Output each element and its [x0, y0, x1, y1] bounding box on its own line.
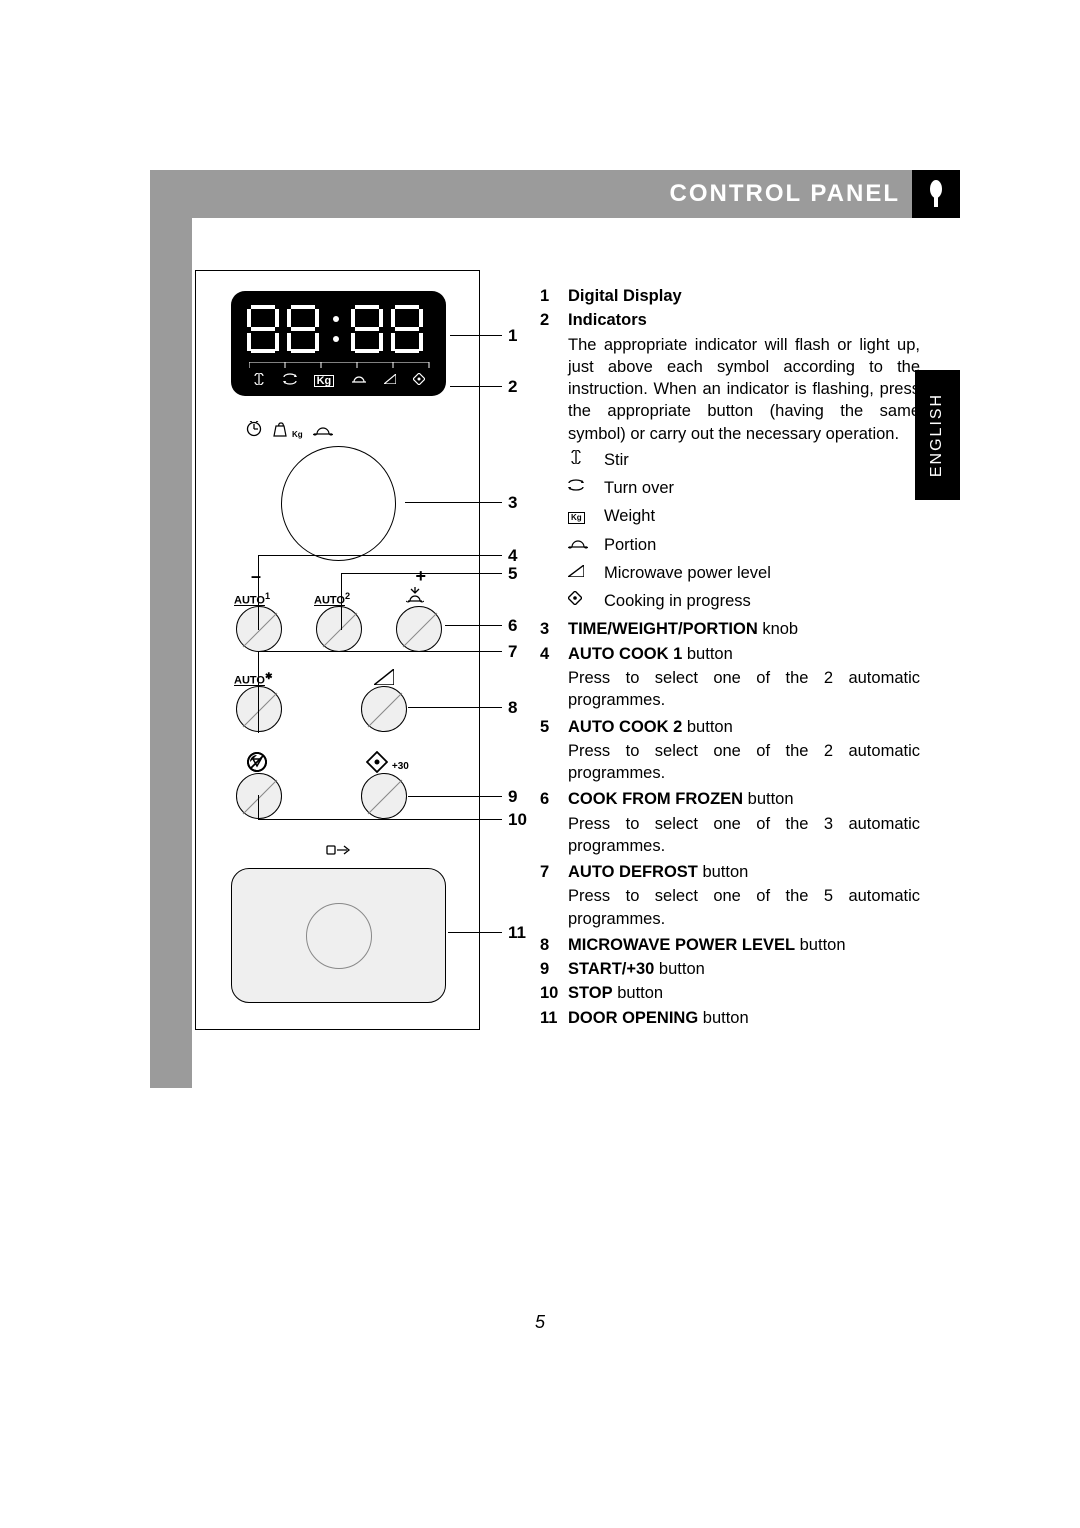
cook-sym: [568, 591, 604, 611]
leader-4: [258, 555, 502, 556]
leader-8: [408, 707, 502, 708]
portion-sym: [568, 535, 604, 555]
power-sym: [568, 563, 604, 583]
callout-7: 7: [508, 642, 517, 662]
minus-plus-labels: – +: [251, 566, 426, 587]
leader-6: [445, 625, 502, 626]
kg-sym: Kg: [568, 506, 604, 526]
callout-4: 4: [508, 546, 517, 566]
clock-icon: [246, 421, 262, 441]
indicator-icon-list: Stir Turn over KgWeight Portion Microwav…: [568, 449, 920, 613]
grey-left-strip: [150, 170, 192, 1088]
callout-8: 8: [508, 698, 517, 718]
cook-icon: [413, 373, 425, 388]
description-column: 1Digital Display 2Indicators The appropr…: [540, 285, 920, 1031]
control-panel-diagram: Kg Kg – + AUTO1: [195, 270, 480, 1030]
cook-from-frozen-button[interactable]: [396, 606, 442, 652]
leader-11: [448, 932, 502, 933]
callout-11: 11: [508, 923, 526, 943]
digital-display: Kg: [231, 291, 446, 396]
start-plus30-button[interactable]: [361, 773, 407, 819]
leader-5: [341, 573, 502, 574]
start-icon: +30: [366, 751, 409, 776]
leader-10: [282, 819, 502, 820]
callout-5: 5: [508, 564, 517, 584]
microwave-power-level-button[interactable]: [361, 686, 407, 732]
stir-icon: [252, 373, 266, 388]
portion-mode-icon: [313, 423, 333, 440]
auto-defrost-button[interactable]: [236, 686, 282, 732]
stop-button[interactable]: [236, 773, 282, 819]
weight-icon: Kg: [314, 375, 335, 387]
callout-2: 2: [508, 377, 517, 397]
plus-label: +: [415, 566, 426, 587]
leader-3: [405, 502, 502, 503]
auto1-label: AUTO1: [234, 591, 270, 607]
auto-defrost-label: AUTO✱: [234, 671, 273, 687]
display-digits: [231, 303, 446, 365]
page-title: CONTROL PANEL: [670, 180, 900, 208]
auto2-label: AUTO2: [314, 591, 350, 607]
knob-mode-icons: Kg: [246, 421, 333, 441]
leader-7v: [258, 651, 259, 733]
leader-5v: [341, 573, 342, 630]
callout-1: 1: [508, 326, 517, 346]
callout-6: 6: [508, 616, 517, 636]
header-bar: CONTROL PANEL: [150, 170, 960, 218]
auto-cook-2-button[interactable]: [316, 606, 362, 652]
time-weight-portion-knob[interactable]: [281, 446, 396, 561]
page-number: 5: [0, 1312, 1080, 1333]
turn-over-icon: [283, 373, 297, 388]
leader-7: [258, 651, 502, 652]
display-indicator-row: Kg: [243, 373, 434, 388]
leader-9: [408, 796, 502, 797]
door-opening-button[interactable]: [231, 868, 446, 1003]
door-knob-circle: [306, 903, 372, 969]
indicators-description: The appropriate indicator will flash or …: [568, 334, 920, 445]
minus-label: –: [251, 566, 261, 587]
callout-10: 10: [508, 810, 527, 830]
callout-9: 9: [508, 787, 517, 807]
portion-icon: [351, 374, 367, 387]
callout-3: 3: [508, 493, 517, 513]
language-label: ENGLISH: [929, 393, 947, 477]
door-handle-icon: [326, 843, 352, 860]
stir-sym: [568, 450, 604, 470]
display-ticks: [249, 362, 464, 368]
leader-2: [450, 386, 502, 387]
brand-logo: [912, 170, 960, 218]
turn-sym: [568, 478, 604, 498]
language-tab: ENGLISH: [915, 370, 960, 500]
leader-1: [450, 335, 502, 336]
auto-cook-1-button[interactable]: [236, 606, 282, 652]
power-icon: [384, 374, 396, 387]
weight-kg-icon: Kg: [272, 421, 303, 441]
